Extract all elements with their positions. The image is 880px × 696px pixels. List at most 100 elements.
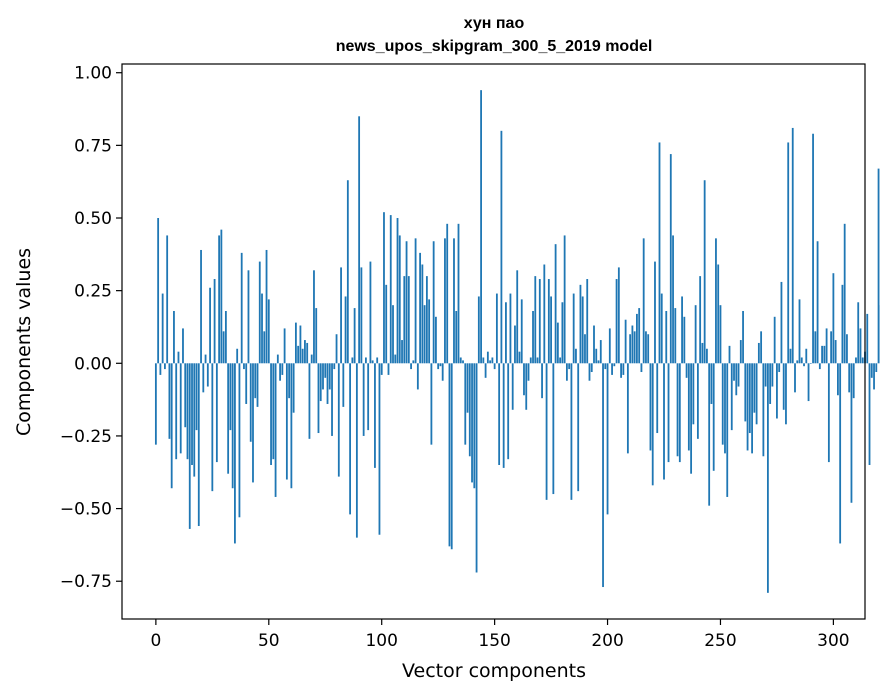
bar-237 xyxy=(690,363,693,474)
bar-9 xyxy=(175,363,178,460)
bar-270 xyxy=(764,363,767,387)
bar-273 xyxy=(771,363,774,387)
x-tick-label: 100 xyxy=(365,631,397,651)
bar-198 xyxy=(602,363,604,588)
bar-252 xyxy=(724,363,726,454)
bar-204 xyxy=(615,279,618,364)
x-tick-label: 50 xyxy=(258,631,280,651)
y-axis-ticks: −0.75 −0.50 −0.25 0.00 0.25 0.50 0.75 1.00 xyxy=(60,64,122,592)
bar-274 xyxy=(773,316,776,364)
bar-207 xyxy=(622,363,625,375)
bar-147 xyxy=(486,351,489,364)
bar-65 xyxy=(301,348,304,364)
bar-269 xyxy=(762,363,765,457)
bar-41 xyxy=(247,270,250,364)
bar-194 xyxy=(593,325,595,364)
bar-188 xyxy=(579,284,582,364)
bar-179 xyxy=(559,357,562,364)
bar-256 xyxy=(733,363,735,381)
bar-78 xyxy=(331,363,333,436)
bar-193 xyxy=(590,363,593,373)
bar-299 xyxy=(830,331,833,364)
bar-286 xyxy=(800,357,803,364)
bar-272 xyxy=(769,363,772,404)
bar-18 xyxy=(195,363,198,431)
bar-201 xyxy=(608,328,611,364)
bar-305 xyxy=(843,223,846,364)
bar-125 xyxy=(437,363,440,370)
bar-304 xyxy=(841,284,844,364)
bar-119 xyxy=(423,305,426,364)
bar-101 xyxy=(383,212,385,364)
bar-44 xyxy=(254,363,257,399)
bar-167 xyxy=(532,310,534,364)
bar-32 xyxy=(227,363,230,474)
bar-230 xyxy=(674,308,677,364)
bar-20 xyxy=(200,249,202,364)
bar-4 xyxy=(164,363,166,370)
bar-174 xyxy=(547,279,550,364)
bar-88 xyxy=(353,308,356,364)
bar-19 xyxy=(197,363,200,527)
bar-136 xyxy=(462,360,464,364)
bar-189 xyxy=(581,296,584,364)
bar-315 xyxy=(866,313,869,364)
bar-298 xyxy=(827,363,830,463)
bar-155 xyxy=(505,302,507,364)
bar-128 xyxy=(444,238,446,364)
bar-40 xyxy=(245,363,248,404)
bar-87 xyxy=(351,357,354,364)
bar-107 xyxy=(396,218,399,364)
bar-139 xyxy=(468,363,471,457)
bar-184 xyxy=(570,363,573,500)
bar-235 xyxy=(685,363,688,378)
bar-294 xyxy=(818,363,821,370)
bar-263 xyxy=(748,363,751,434)
bar-148 xyxy=(489,360,492,364)
bar-241 xyxy=(699,276,702,364)
bar-39 xyxy=(243,363,245,370)
bar-79 xyxy=(333,363,336,370)
bar-178 xyxy=(556,322,559,364)
bar-77 xyxy=(328,363,331,390)
y-tick-label: 0.00 xyxy=(74,354,112,374)
bar-190 xyxy=(584,334,586,364)
bar-302 xyxy=(837,363,839,396)
bar-212 xyxy=(633,331,636,364)
bar-284 xyxy=(796,360,799,364)
bar-74 xyxy=(322,363,324,390)
x-tick-label: 300 xyxy=(817,631,849,651)
bar-310 xyxy=(855,357,857,364)
bar-97 xyxy=(374,363,376,468)
bar-35 xyxy=(234,363,236,544)
bar-239 xyxy=(694,305,697,364)
bar-138 xyxy=(466,363,469,413)
bar-149 xyxy=(491,357,494,364)
bar-238 xyxy=(692,363,695,425)
bar-210 xyxy=(629,334,632,364)
bar-161 xyxy=(518,351,521,364)
bar-208 xyxy=(624,319,627,364)
bar-312 xyxy=(859,328,862,364)
x-tick-label: 0 xyxy=(150,631,161,651)
y-tick-label: 1.00 xyxy=(74,64,112,84)
chart-title-line-2: news_upos_skipgram_300_5_2019 model xyxy=(336,38,653,55)
bar-234 xyxy=(683,316,686,364)
bar-176 xyxy=(552,363,555,495)
bar-1 xyxy=(157,218,160,364)
bar-177 xyxy=(554,244,557,364)
bar-106 xyxy=(394,354,397,364)
bar-90 xyxy=(358,116,361,364)
bar-83 xyxy=(342,363,345,407)
bar-63 xyxy=(297,345,300,364)
bar-11 xyxy=(179,363,182,454)
bar-181 xyxy=(563,235,566,364)
y-tick-label: −0.50 xyxy=(60,500,112,520)
bar-129 xyxy=(446,223,449,364)
bar-170 xyxy=(538,279,541,364)
bar-92 xyxy=(362,363,365,436)
bar-191 xyxy=(586,279,589,364)
bar-33 xyxy=(229,363,232,431)
bar-157 xyxy=(509,293,512,364)
x-tick-label: 200 xyxy=(591,631,623,651)
